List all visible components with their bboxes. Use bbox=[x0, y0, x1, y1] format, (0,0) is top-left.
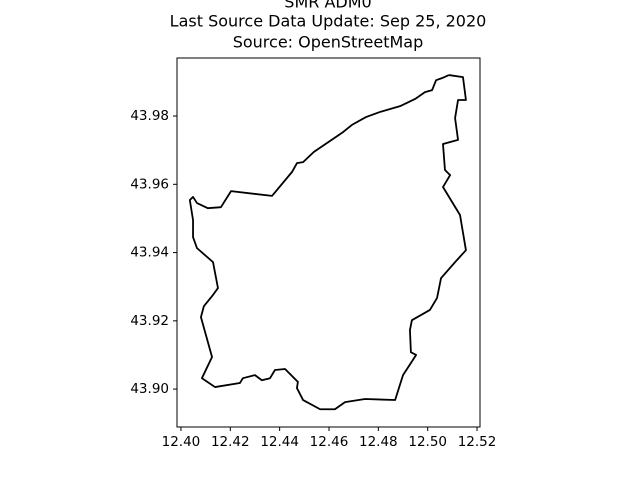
chart-subtitle: Last Source Data Update: Sep 25, 2020 bbox=[170, 12, 487, 31]
y-tick-label: 43.90 bbox=[130, 381, 169, 397]
x-tick-label: 12.46 bbox=[310, 434, 349, 450]
x-tick-label: 12.44 bbox=[260, 434, 299, 450]
y-tick-label: 43.98 bbox=[130, 108, 169, 124]
y-tick-label: 43.94 bbox=[130, 245, 169, 261]
y-tick-label: 43.96 bbox=[130, 176, 169, 192]
source-note: Source: OpenStreetMap bbox=[233, 33, 424, 52]
boundary-line bbox=[188, 74, 467, 411]
plot-frame bbox=[176, 57, 481, 428]
chart-title: SMR ADM0 bbox=[284, 0, 371, 12]
x-tick-label: 12.48 bbox=[359, 434, 398, 450]
x-tick-label: 12.42 bbox=[211, 434, 250, 450]
x-tick-label: 12.50 bbox=[408, 434, 447, 450]
x-tick-label: 12.40 bbox=[162, 434, 201, 450]
y-tick-label: 43.92 bbox=[130, 313, 169, 329]
x-tick-label: 12.52 bbox=[458, 434, 497, 450]
